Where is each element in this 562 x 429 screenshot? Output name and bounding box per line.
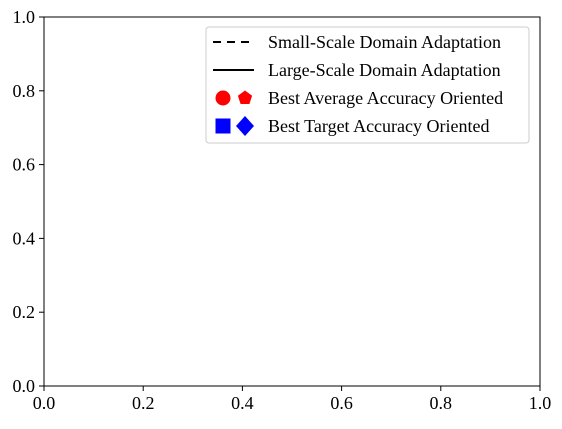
y-axis: 0.0 0.2 0.4 0.6 0.8 1.0 bbox=[13, 7, 44, 396]
y-tick-label: 0.0 bbox=[13, 376, 36, 396]
y-tick-label: 0.2 bbox=[13, 302, 36, 322]
legend-entry-best-average: Best Average Accuracy Oriented bbox=[215, 88, 503, 108]
y-tick-label: 0.4 bbox=[13, 228, 36, 248]
legend-label: Large-Scale Domain Adaptation bbox=[268, 60, 501, 80]
legend-label: Small-Scale Domain Adaptation bbox=[268, 32, 501, 52]
red-pentagon-icon bbox=[237, 90, 253, 104]
x-axis: 0.0 0.2 0.4 0.6 0.8 1.0 bbox=[33, 386, 552, 413]
blue-square-icon bbox=[215, 118, 231, 134]
x-tick-label: 0.8 bbox=[430, 393, 453, 413]
legend-entry-large-scale: Large-Scale Domain Adaptation bbox=[213, 60, 501, 80]
legend-label: Best Average Accuracy Oriented bbox=[268, 88, 503, 108]
x-tick-label: 0.0 bbox=[33, 393, 56, 413]
legend-box bbox=[205, 26, 530, 144]
plot-area bbox=[43, 16, 541, 387]
legend-entry-best-target: Best Target Accuracy Oriented bbox=[215, 116, 490, 136]
legend-entry-small-scale: Small-Scale Domain Adaptation bbox=[213, 32, 501, 52]
y-tick-label: 1.0 bbox=[13, 7, 36, 27]
x-tick-label: 1.0 bbox=[529, 393, 552, 413]
y-tick-label: 0.6 bbox=[13, 155, 36, 175]
blue-diamond-icon bbox=[236, 116, 254, 136]
y-tick-label: 0.8 bbox=[13, 81, 36, 101]
x-tick-label: 0.6 bbox=[330, 393, 353, 413]
legend-label: Best Target Accuracy Oriented bbox=[268, 116, 490, 136]
x-tick-label: 0.4 bbox=[231, 393, 254, 413]
red-circle-icon bbox=[215, 90, 231, 106]
x-tick-label: 0.2 bbox=[132, 393, 155, 413]
legend: Small-Scale Domain Adaptation Large-Scal… bbox=[205, 26, 530, 144]
